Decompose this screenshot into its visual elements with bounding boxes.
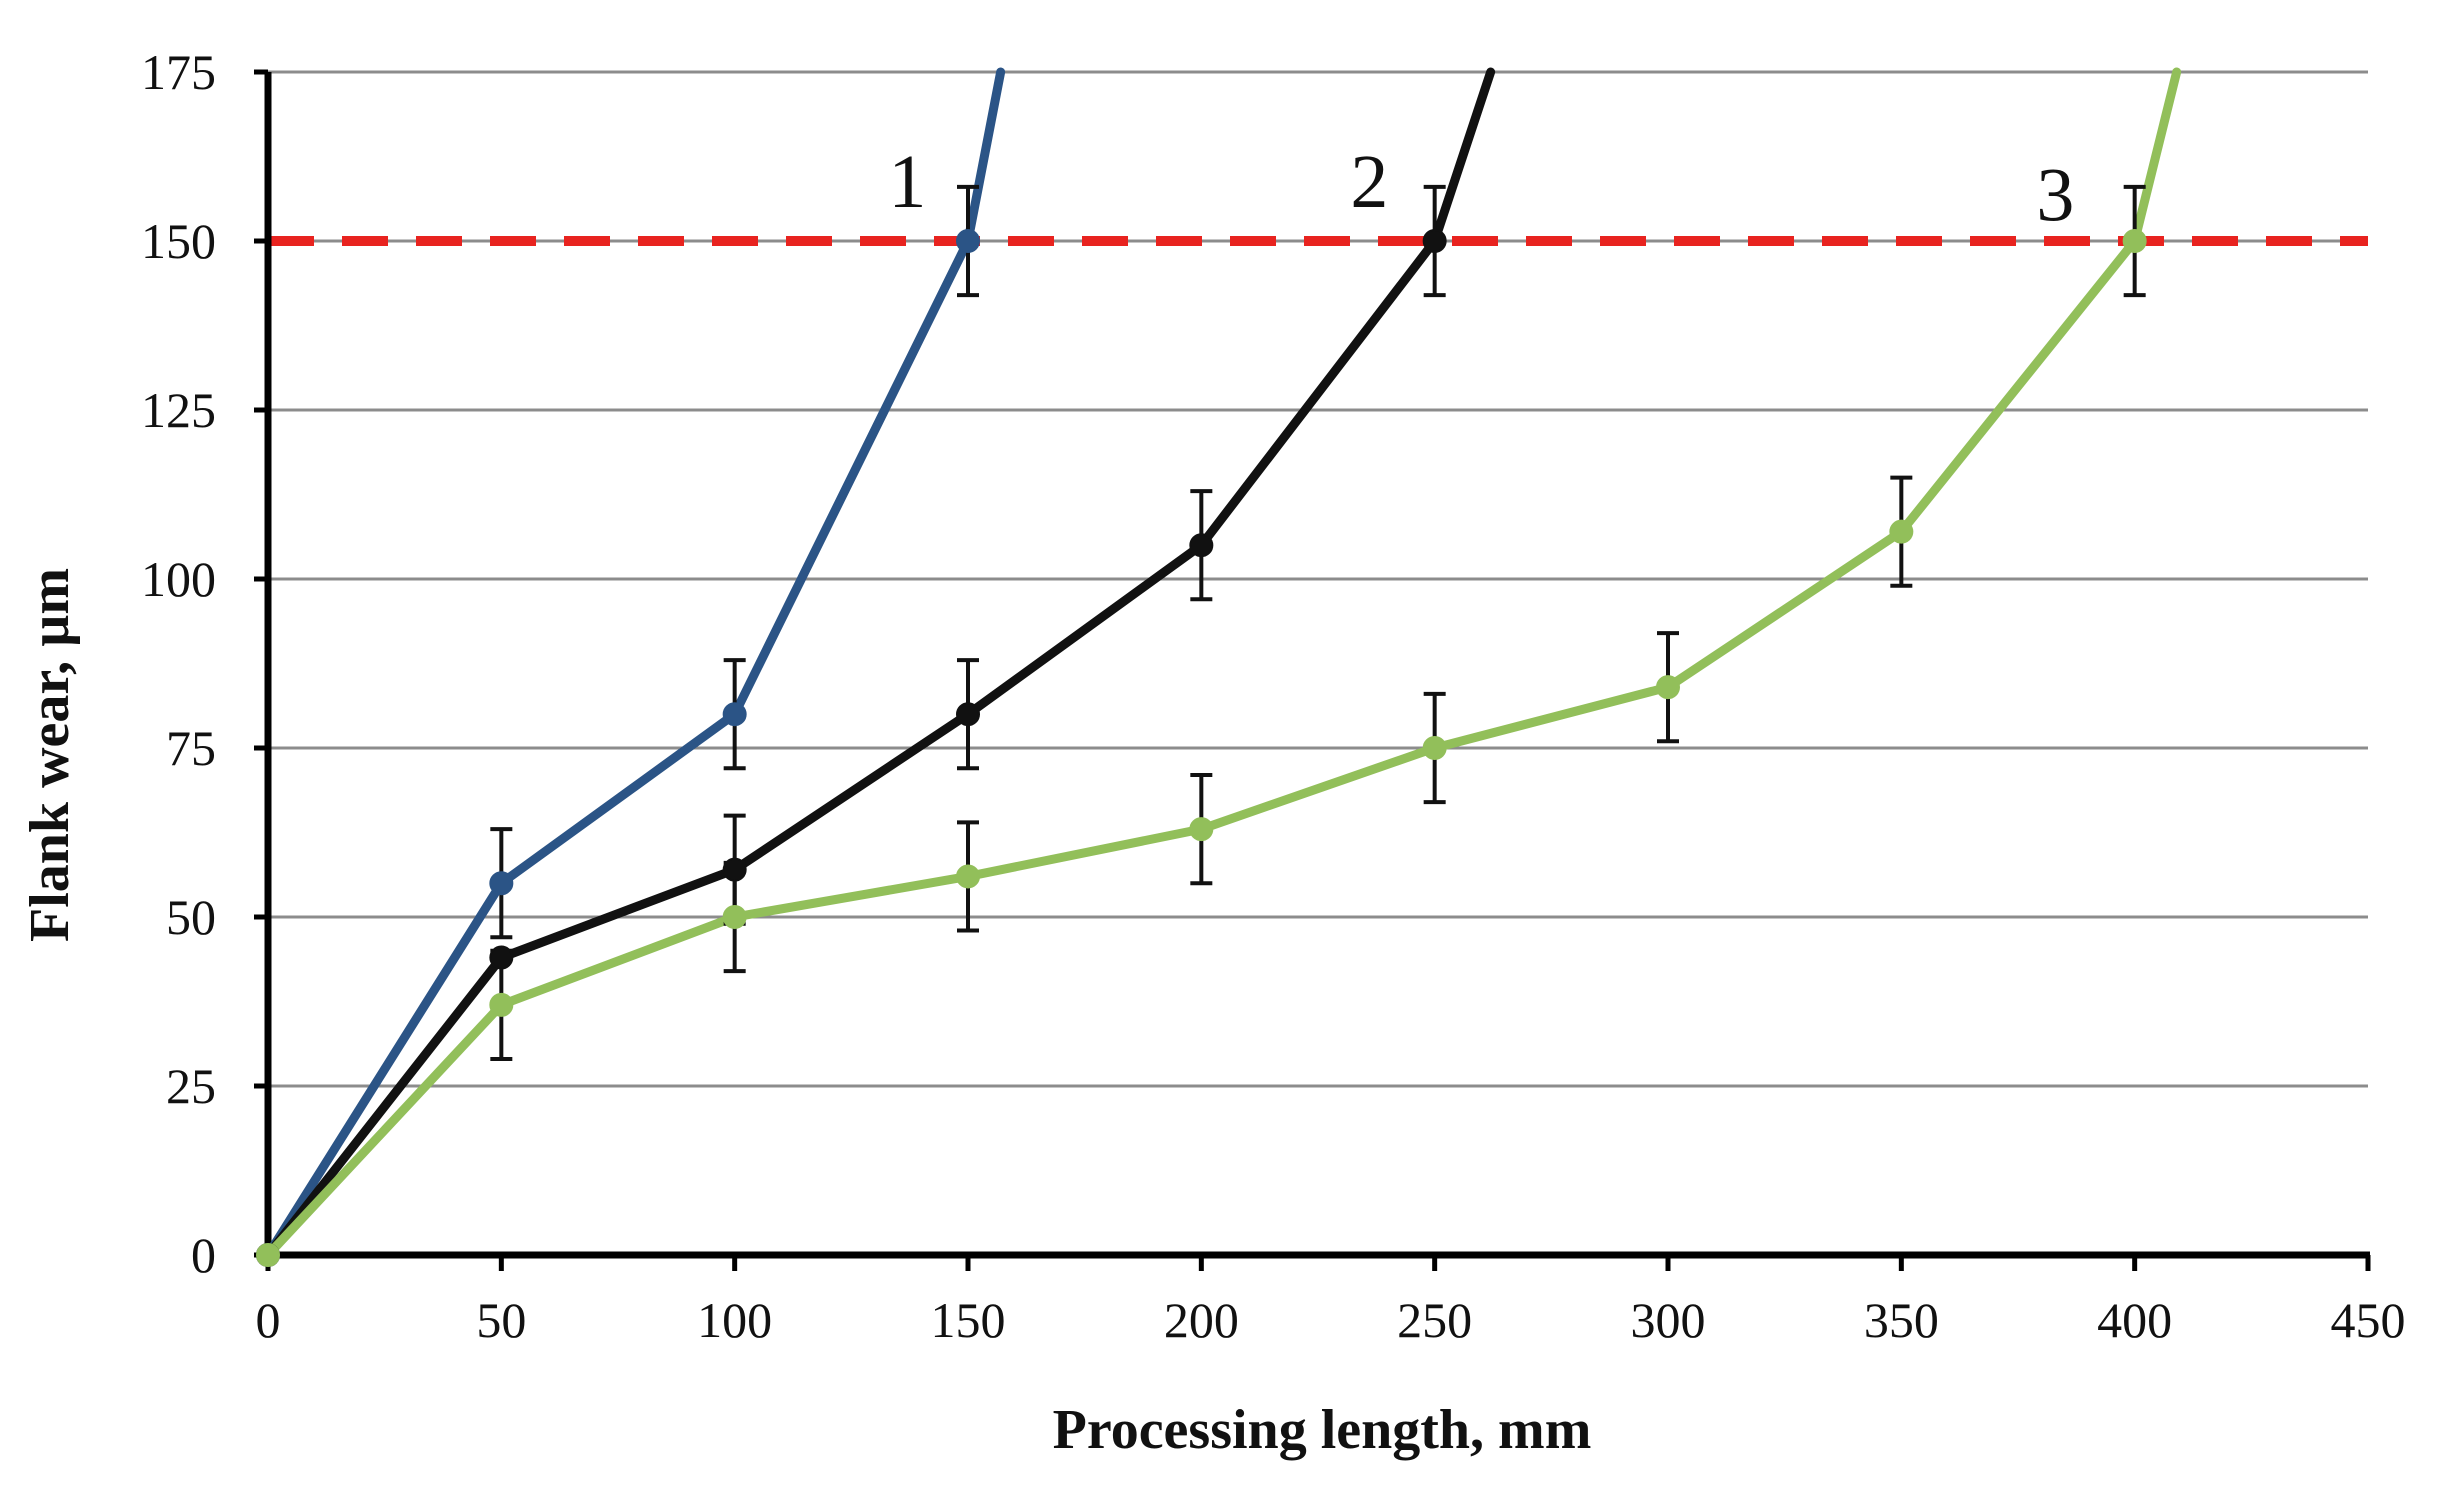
- series-line-3: [263, 67, 2182, 1260]
- data-point-3-200: [1189, 817, 1214, 842]
- x-tick-label-250: 250: [1397, 1292, 1472, 1348]
- axes: [254, 69, 2371, 1271]
- curve-label-3: 3: [2036, 154, 2074, 238]
- data-point-3-50: [489, 992, 514, 1017]
- curve-labels: 1 2 3: [888, 140, 2074, 238]
- x-tick-label-300: 300: [1631, 1292, 1706, 1348]
- x-tick-label-100: 100: [697, 1292, 772, 1348]
- data-point-2-200: [1189, 533, 1214, 558]
- curve-label-2: 2: [1350, 140, 1388, 224]
- series-lines: [263, 67, 2182, 1260]
- x-tick-label-0: 0: [256, 1292, 281, 1348]
- x-tick-label-200: 200: [1164, 1292, 1239, 1348]
- data-point-2-250: [1422, 229, 1447, 253]
- y-tick-label-25: 25: [166, 1058, 216, 1114]
- data-point-3-350: [1889, 519, 1914, 544]
- y-axis-title: Flank wear, µm: [19, 568, 81, 942]
- data-markers: [256, 229, 2147, 1267]
- data-point-3-0: [256, 1243, 280, 1267]
- y-tick-label-50: 50: [166, 889, 216, 945]
- x-tick-label-400: 400: [2097, 1292, 2172, 1348]
- data-point-3-150: [956, 864, 980, 889]
- data-point-1-150: [956, 229, 980, 253]
- x-tick-label-50: 50: [476, 1292, 526, 1348]
- data-point-2-150: [956, 702, 980, 727]
- y-tick-label-100: 100: [141, 551, 216, 607]
- data-point-2-50: [489, 945, 514, 970]
- data-point-2-100: [722, 857, 747, 882]
- x-tick-label-150: 150: [931, 1292, 1006, 1348]
- x-tick-label-450: 450: [2331, 1292, 2406, 1348]
- data-point-3-300: [1656, 675, 1680, 700]
- series-line-1: [263, 67, 1006, 1260]
- y-tick-label-125: 125: [141, 382, 216, 438]
- data-point-3-100: [722, 905, 747, 929]
- x-axis-title: Processing length, mm: [1053, 1399, 1592, 1461]
- data-point-3-250: [1422, 736, 1447, 760]
- data-point-1-50: [489, 871, 514, 896]
- tick-labels: 0 50 100 150 200 250 300 350 400 450 0 25 50 75 100 125…: [141, 44, 2406, 1348]
- y-tick-label-0: 0: [191, 1227, 216, 1283]
- y-tick-label-150: 150: [141, 213, 216, 269]
- series-line-2: [263, 67, 1496, 1260]
- x-tick-label-350: 350: [1864, 1292, 1939, 1348]
- data-point-1-100: [722, 702, 747, 727]
- data-point-3-400: [2122, 229, 2147, 253]
- y-tick-label-75: 75: [166, 720, 216, 776]
- y-tick-label-175: 175: [141, 44, 216, 100]
- curve-label-1: 1: [888, 140, 926, 224]
